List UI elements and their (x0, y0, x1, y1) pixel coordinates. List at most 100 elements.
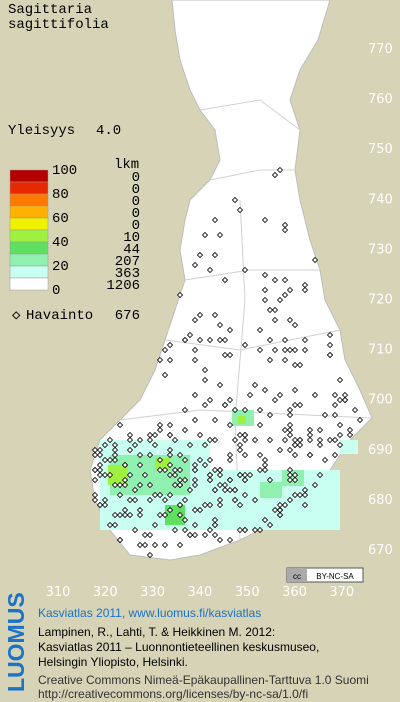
observation-marker (226, 451, 234, 459)
observation-marker (321, 411, 329, 419)
observation-marker (256, 326, 264, 334)
observation-marker (236, 206, 244, 214)
observation-marker (256, 526, 264, 534)
observation-marker (146, 436, 154, 444)
observation-marker (96, 501, 104, 509)
legend-count: 44 (123, 242, 140, 258)
observation-marker (126, 446, 134, 454)
observation-count: 676 (115, 308, 140, 324)
observation-marker (221, 401, 229, 409)
observation-marker (281, 346, 289, 354)
northing-label: 720 (368, 293, 393, 308)
observation-marker (276, 511, 284, 519)
observation-marker (161, 346, 169, 354)
legend-scale-label: 80 (52, 187, 69, 203)
easting-label: 350 (235, 585, 260, 600)
grid-labels: 770 760 750 740 730 720 710 700 690 680 670 310 320 3… (46, 42, 393, 600)
observation-marker (251, 496, 259, 504)
observation-marker (241, 526, 249, 534)
observation-marker (236, 441, 244, 449)
northing-label: 690 (368, 443, 393, 458)
observation-marker (291, 471, 299, 479)
observation-marker (236, 446, 244, 454)
observation-marker (211, 521, 219, 529)
citation-line: Kasviatlas 2011 – Luonnontieteellinen ke… (38, 640, 319, 654)
observation-marker (301, 346, 309, 354)
observation-marker (216, 336, 224, 344)
observation-marker (241, 476, 249, 484)
badge-cc (287, 568, 307, 582)
observation-marker (176, 501, 184, 509)
northing-label: 750 (368, 142, 393, 157)
observation-marker (101, 456, 109, 464)
observation-marker (136, 511, 144, 519)
observation-marker (141, 531, 149, 539)
observation-marker (91, 476, 99, 484)
observation-marker (106, 471, 114, 479)
observation-marker (256, 451, 264, 459)
observation-marker (186, 331, 194, 339)
observation-marker (171, 481, 179, 489)
finland-map (89, 0, 373, 561)
observation-marker (266, 476, 274, 484)
observation-marker (156, 356, 164, 364)
observation-marker (196, 336, 204, 344)
observation-marker (181, 496, 189, 504)
observation-marker (166, 421, 174, 429)
observation-marker (116, 421, 124, 429)
observation-marker (241, 436, 249, 444)
observation-marker (216, 501, 224, 509)
observation-marker (271, 171, 279, 179)
observation-marker (201, 461, 209, 469)
legend-color (9, 253, 49, 267)
observation-marker (181, 336, 189, 344)
citation-line: Helsingin Yliopisto, Helsinki. (38, 655, 188, 669)
observation-marker (206, 501, 214, 509)
observation-marker (156, 491, 164, 499)
observation-marker (91, 496, 99, 504)
observation-marker (156, 456, 164, 464)
legend-color (9, 265, 49, 279)
observation-marker (331, 401, 339, 409)
observation-marker (201, 401, 209, 409)
observation-marker (291, 346, 299, 354)
observation-marker (286, 316, 294, 324)
legend-color (9, 193, 49, 207)
observation-marker (331, 451, 339, 459)
observation-marker (276, 391, 284, 399)
observation-marker (256, 406, 264, 414)
frequency-label: Yleisyys (8, 123, 75, 139)
observation-marker (241, 491, 249, 499)
observation-marker (286, 426, 294, 434)
observation-marker (161, 371, 169, 379)
observation-marker (181, 456, 189, 464)
border (209, 169, 295, 181)
observation-marker (206, 456, 214, 464)
observation-marker (171, 526, 179, 534)
observation-marker (231, 406, 239, 414)
frequency-value: 4.0 (96, 123, 121, 139)
observation-marker (191, 466, 199, 474)
observation-marker (131, 496, 139, 504)
observation-marker (166, 341, 174, 349)
observation-marker (236, 501, 244, 509)
observation-marker (231, 486, 239, 494)
observation-marker (146, 481, 154, 489)
observation-marker (166, 491, 174, 499)
observation-marker (261, 286, 269, 294)
observation-marker (276, 446, 284, 454)
observation-marker (271, 396, 279, 404)
heat-patch (238, 416, 246, 424)
observation-marker (271, 306, 279, 314)
observation-marker (136, 481, 144, 489)
observation-marker (131, 486, 139, 494)
observation-marker (111, 511, 119, 519)
observation-marker (286, 286, 294, 294)
observation-marker (331, 436, 339, 444)
observation-marker (286, 346, 294, 354)
observation-marker (101, 441, 109, 449)
observation-marker (161, 541, 169, 549)
legend-count: 0 (132, 182, 140, 198)
observation-marker (116, 511, 124, 519)
observation-marker (136, 451, 144, 459)
